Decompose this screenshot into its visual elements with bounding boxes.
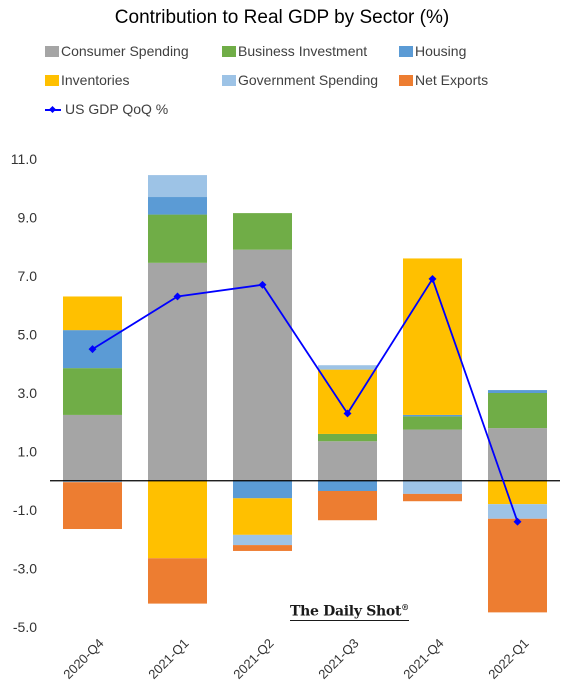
y-tick-label: -3.0: [13, 561, 37, 577]
legend-swatch: [222, 74, 236, 86]
gdp-marker: [343, 409, 352, 418]
y-tick-label: 7.0: [18, 268, 38, 284]
bar-government-spending: [233, 534, 292, 546]
chart-title: Contribution to Real GDP by Sector (%): [114, 7, 450, 28]
bar-government-spending: [63, 480, 122, 483]
gdp-marker: [173, 292, 182, 301]
y-tick-label: -5.0: [13, 619, 37, 635]
y-tick-label: -1.0: [13, 502, 37, 518]
legend-label: Net Exports: [415, 72, 489, 88]
legend-label: Housing: [415, 43, 467, 59]
bar-business-investment: [488, 393, 547, 429]
source-logo-text: The Daily Shot: [290, 603, 402, 620]
legend-item-business-investment: Business Investment: [222, 42, 367, 60]
bar-business-investment: [63, 368, 122, 415]
bar-inventories: [233, 498, 292, 535]
bar-inventories: [63, 296, 122, 331]
bar-housing: [233, 480, 292, 499]
gdp-line: [92, 276, 519, 522]
legend-label: US GDP QoQ %: [65, 101, 169, 117]
bar-net-exports: [63, 482, 122, 530]
x-tick-label: 2021-Q4: [400, 636, 446, 682]
bar-business-investment: [403, 416, 462, 430]
legend-label: Business Investment: [238, 43, 368, 59]
y-tick-label: 3.0: [18, 385, 38, 401]
x-tick-label: 2020-Q4: [60, 636, 106, 682]
x-tick-label: 2022-Q1: [485, 636, 531, 682]
bar-business-investment: [233, 213, 292, 250]
legend-swatch: [45, 74, 59, 86]
x-tick-label: 2021-Q1: [145, 636, 191, 682]
legend-item-consumer-spending: Consumer Spending: [45, 42, 189, 60]
source-logo: The Daily Shot®: [290, 600, 409, 621]
bar-government-spending: [403, 480, 462, 494]
legend-swatch: [399, 45, 413, 57]
bar-net-exports: [403, 493, 462, 502]
bar-consumer-spending: [63, 414, 122, 481]
y-tick-label: 9.0: [18, 210, 38, 226]
legend-swatch: [399, 74, 413, 86]
bar-business-investment: [318, 433, 377, 442]
bar-net-exports: [233, 545, 292, 551]
bar-government-spending: [318, 365, 377, 370]
gdp-marker: [428, 274, 437, 283]
legend-label: Consumer Spending: [61, 43, 189, 59]
legend-item-housing: Housing: [399, 42, 466, 60]
y-tick-label: 1.0: [18, 444, 38, 460]
bar-housing: [403, 414, 462, 417]
legend-item-net-exports: Net Exports: [399, 71, 488, 89]
legend-item-inventories: Inventories: [45, 71, 129, 89]
y-tick-label: 11.0: [11, 151, 37, 167]
source-logo-mark: ®: [401, 602, 409, 612]
legend-swatch: [222, 45, 236, 57]
legend-label: Government Spending: [238, 72, 379, 88]
bar-consumer-spending: [318, 441, 377, 481]
y-tick-label: 5.0: [18, 327, 38, 343]
bar-business-investment: [148, 214, 207, 263]
legend-item-government-spending: Government Spending: [222, 71, 378, 89]
bar-inventories: [148, 480, 207, 559]
gdp-marker: [258, 280, 267, 289]
bar-net-exports: [318, 490, 377, 521]
legend-swatch: [45, 45, 59, 57]
legend-line-marker: [45, 104, 61, 115]
bar-net-exports: [488, 518, 547, 613]
bar-inventories: [488, 480, 547, 505]
bar-housing: [488, 390, 547, 393]
bar-net-exports: [148, 558, 207, 604]
bar-government-spending: [148, 175, 207, 198]
legend-item-us-gdp-qoq: US GDP QoQ %: [45, 100, 168, 118]
legend-label: Inventories: [61, 72, 130, 88]
bar-housing: [148, 197, 207, 215]
bar-consumer-spending: [403, 429, 462, 481]
bar-government-spending: [488, 504, 547, 519]
bar-housing: [318, 480, 377, 491]
x-tick-label: 2021-Q2: [230, 636, 276, 682]
bar-inventories: [318, 369, 377, 434]
bar-consumer-spending: [488, 428, 547, 481]
x-tick-label: 2021-Q3: [315, 636, 361, 682]
